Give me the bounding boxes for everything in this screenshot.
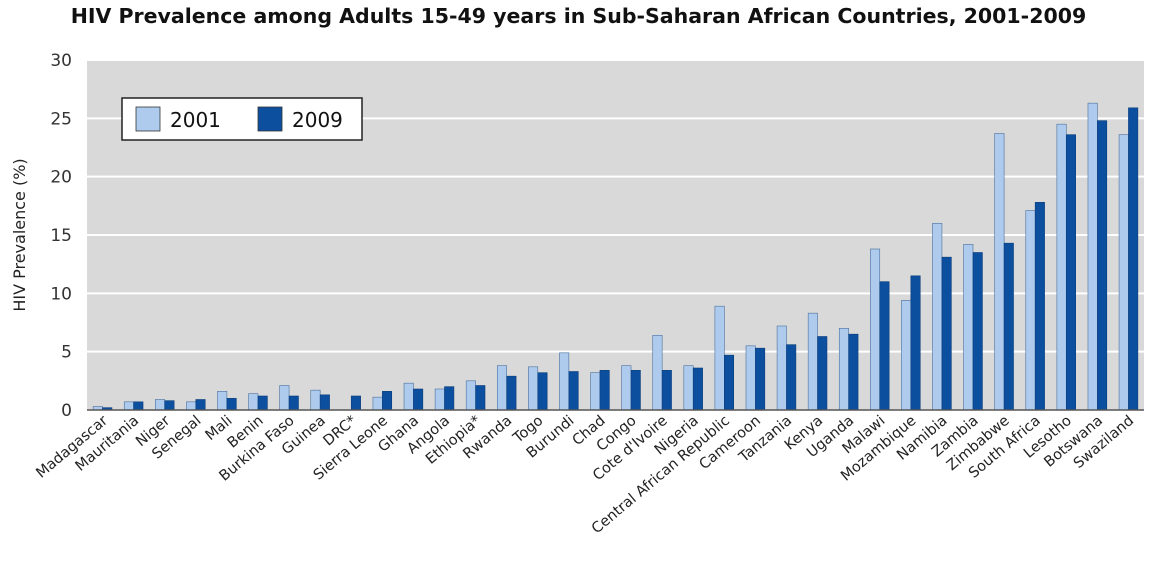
bar-mali-2009 — [226, 398, 237, 411]
bar-guinea-2009 — [319, 394, 330, 411]
bar-cameroon-2009 — [755, 347, 766, 411]
bar-malawi-2009 — [879, 281, 890, 411]
bar-cameroon-2001 — [745, 345, 756, 411]
legend: 2001 2009 — [121, 97, 363, 141]
legend-label-2001: 2001 — [170, 108, 221, 132]
bar-angola-2001 — [434, 388, 445, 411]
bar-burundi-2001 — [559, 352, 570, 411]
bar-ghana-2009 — [413, 388, 424, 411]
bar-niger-2009 — [164, 400, 175, 411]
bar-rwanda-2009 — [506, 375, 517, 411]
bar-benin-2009 — [257, 395, 268, 411]
bar-ethiopia-2009 — [475, 385, 486, 411]
bar-burkina-faso-2001 — [279, 385, 290, 411]
bar-senegal-2009 — [195, 399, 206, 411]
y-tick-label: 5 — [61, 343, 72, 363]
bar-ethiopia-2001 — [465, 380, 476, 411]
bar-cote-d-ivoire-2009 — [661, 370, 672, 411]
bar-botswana-2001 — [1087, 102, 1098, 411]
bar-congo-2001 — [621, 365, 632, 411]
bar-niger-2001 — [155, 399, 166, 411]
y-tick-label: 10 — [50, 284, 72, 304]
y-axis-title: HIV Prevalence (%) — [10, 158, 29, 311]
bar-rwanda-2001 — [496, 365, 507, 411]
bar-sierra-leone-2001 — [372, 396, 383, 411]
legend-label-2009: 2009 — [292, 108, 343, 132]
bar-kenya-2001 — [807, 312, 818, 411]
bar-angola-2009 — [444, 386, 455, 411]
legend-swatch-2009 — [257, 106, 283, 132]
bar-mauritania-2009 — [133, 401, 144, 411]
bar-mozambique-2009 — [910, 275, 921, 411]
x-axis: MadagascarMauritaniaNigerSenegalMaliBeni… — [33, 413, 1137, 538]
bars — [92, 102, 1139, 411]
bar-congo-2009 — [630, 370, 641, 411]
bar-lesotho-2009 — [1065, 134, 1076, 411]
bar-malawi-2001 — [870, 248, 881, 411]
bar-chad-2001 — [590, 372, 601, 411]
bar-nigeria-2009 — [692, 367, 703, 411]
y-tick-label: 25 — [50, 109, 72, 129]
bar-lesotho-2001 — [1056, 123, 1067, 411]
legend-box — [121, 97, 363, 141]
bar-zimbabwe-2009 — [1003, 242, 1014, 411]
bar-tanzania-2001 — [776, 325, 787, 411]
bar-botswana-2009 — [1097, 120, 1108, 411]
bar-central-african-republic-2001 — [714, 305, 725, 411]
bar-burundi-2009 — [568, 371, 579, 411]
legend-swatch-2001 — [135, 106, 161, 132]
bar-drc-2009 — [350, 395, 361, 411]
bar-mauritania-2001 — [123, 401, 134, 411]
bar-zimbabwe-2001 — [994, 133, 1005, 411]
bar-south-africa-2001 — [1025, 210, 1036, 411]
bar-sierra-leone-2009 — [382, 391, 393, 411]
bar-burkina-faso-2009 — [288, 395, 299, 411]
bar-cote-d-ivoire-2001 — [652, 335, 663, 411]
y-tick-label: 20 — [50, 168, 72, 188]
chart-title: HIV Prevalence among Adults 15-49 years … — [70, 4, 1087, 28]
bar-tanzania-2009 — [786, 344, 797, 411]
bar-central-african-republic-2009 — [724, 354, 735, 411]
bar-kenya-2009 — [817, 336, 828, 411]
bar-south-africa-2009 — [1034, 202, 1045, 411]
bar-zambia-2009 — [972, 252, 983, 411]
bar-swaziland-2009 — [1128, 107, 1139, 411]
bar-namibia-2001 — [932, 223, 943, 411]
y-tick-label: 0 — [61, 401, 72, 421]
bar-senegal-2001 — [186, 401, 197, 411]
bar-togo-2009 — [537, 372, 548, 411]
bar-uganda-2001 — [838, 328, 849, 411]
y-tick-label: 30 — [50, 51, 72, 71]
bar-togo-2001 — [528, 366, 539, 411]
bar-chad-2009 — [599, 370, 610, 411]
bar-benin-2001 — [248, 393, 259, 411]
bar-swaziland-2001 — [1118, 134, 1129, 411]
bar-guinea-2001 — [310, 389, 321, 411]
bar-ghana-2001 — [403, 382, 414, 411]
bar-mozambique-2001 — [901, 300, 912, 411]
bar-uganda-2009 — [848, 333, 859, 411]
bar-namibia-2009 — [941, 256, 952, 411]
bar-nigeria-2001 — [683, 365, 694, 411]
y-axis: 0 5 10 15 20 25 30 — [50, 51, 72, 421]
y-tick-label: 15 — [50, 226, 72, 246]
bar-zambia-2001 — [963, 244, 974, 411]
bar-mali-2001 — [217, 391, 228, 411]
